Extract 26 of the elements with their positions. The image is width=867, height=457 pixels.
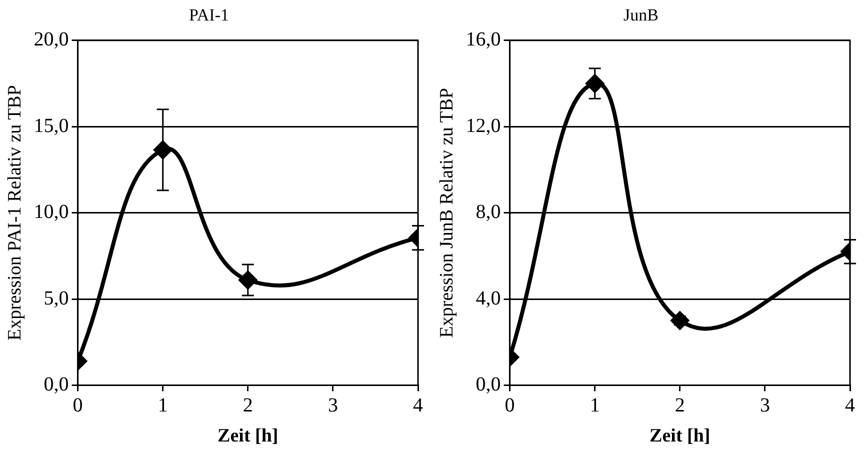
y-tick-label: 16,0 [466,28,501,51]
x-tick-label: 2 [674,394,685,416]
y-tick-label: 10,0 [34,201,69,224]
x-tick-label: 2 [242,394,253,416]
y-tick-label: 4,0 [476,287,501,310]
x-tick-label: 1 [590,394,600,416]
y-tick-label: 8,0 [476,201,501,224]
y-tick-label: 15,0 [34,114,69,137]
x-tick-label: 0 [504,394,515,416]
y-axis-title: Expression JunB Relativ zu TBP [436,88,458,338]
y-tick-label: 12,0 [466,114,501,137]
y-tick-label: 0,0 [476,373,501,396]
x-tick-label: 4 [413,394,423,416]
x-tick-label: 3 [328,394,338,416]
chart-title: JunB [624,6,658,25]
y-tick-label: 20,0 [34,28,69,51]
x-tick-label: 0 [72,394,83,416]
x-axis-title: Zeit [h] [650,426,710,447]
x-axis-title: Zeit [h] [218,426,278,447]
y-axis-title: Expression PAI-1 Relativ zu TBP [4,85,26,341]
y-tick-label: 5,0 [44,287,69,310]
y-tick-label: 0,0 [44,373,69,396]
x-tick-label: 3 [760,394,770,416]
x-tick-label: 4 [845,394,855,416]
x-tick-label: 1 [158,394,168,416]
chart-title: PAI-1 [189,6,229,25]
